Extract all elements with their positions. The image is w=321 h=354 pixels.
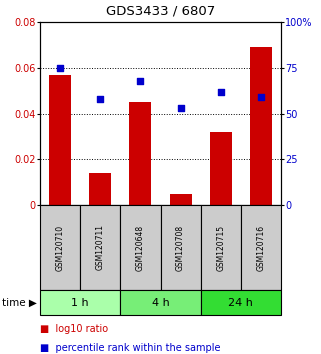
Text: ■  percentile rank within the sample: ■ percentile rank within the sample xyxy=(40,343,221,353)
Point xyxy=(178,105,183,111)
Bar xyxy=(160,205,201,290)
Bar xyxy=(49,75,71,205)
Bar xyxy=(201,205,241,290)
Text: GSM120711: GSM120711 xyxy=(96,224,105,270)
Text: GSM120648: GSM120648 xyxy=(136,224,145,270)
Text: ■  log10 ratio: ■ log10 ratio xyxy=(40,324,108,333)
Bar xyxy=(40,205,80,290)
Text: GSM120716: GSM120716 xyxy=(256,224,265,270)
Point xyxy=(98,96,103,102)
Bar xyxy=(129,102,152,205)
Bar xyxy=(210,132,232,205)
Bar xyxy=(250,47,272,205)
Bar xyxy=(80,205,120,290)
Point xyxy=(258,94,264,100)
Bar xyxy=(40,290,120,315)
Text: GSM120710: GSM120710 xyxy=(56,224,65,270)
Bar xyxy=(89,173,111,205)
Point xyxy=(138,78,143,84)
Bar xyxy=(201,290,281,315)
Bar xyxy=(120,290,201,315)
Point xyxy=(57,65,63,70)
Text: 24 h: 24 h xyxy=(229,297,253,308)
Bar xyxy=(241,205,281,290)
Text: 4 h: 4 h xyxy=(152,297,169,308)
Bar xyxy=(169,194,192,205)
Text: time ▶: time ▶ xyxy=(2,297,37,308)
Text: GSM120715: GSM120715 xyxy=(216,224,225,270)
Point xyxy=(218,89,223,95)
Text: GSM120708: GSM120708 xyxy=(176,224,185,270)
Text: 1 h: 1 h xyxy=(71,297,89,308)
Text: GDS3433 / 6807: GDS3433 / 6807 xyxy=(106,5,215,18)
Bar xyxy=(120,205,160,290)
